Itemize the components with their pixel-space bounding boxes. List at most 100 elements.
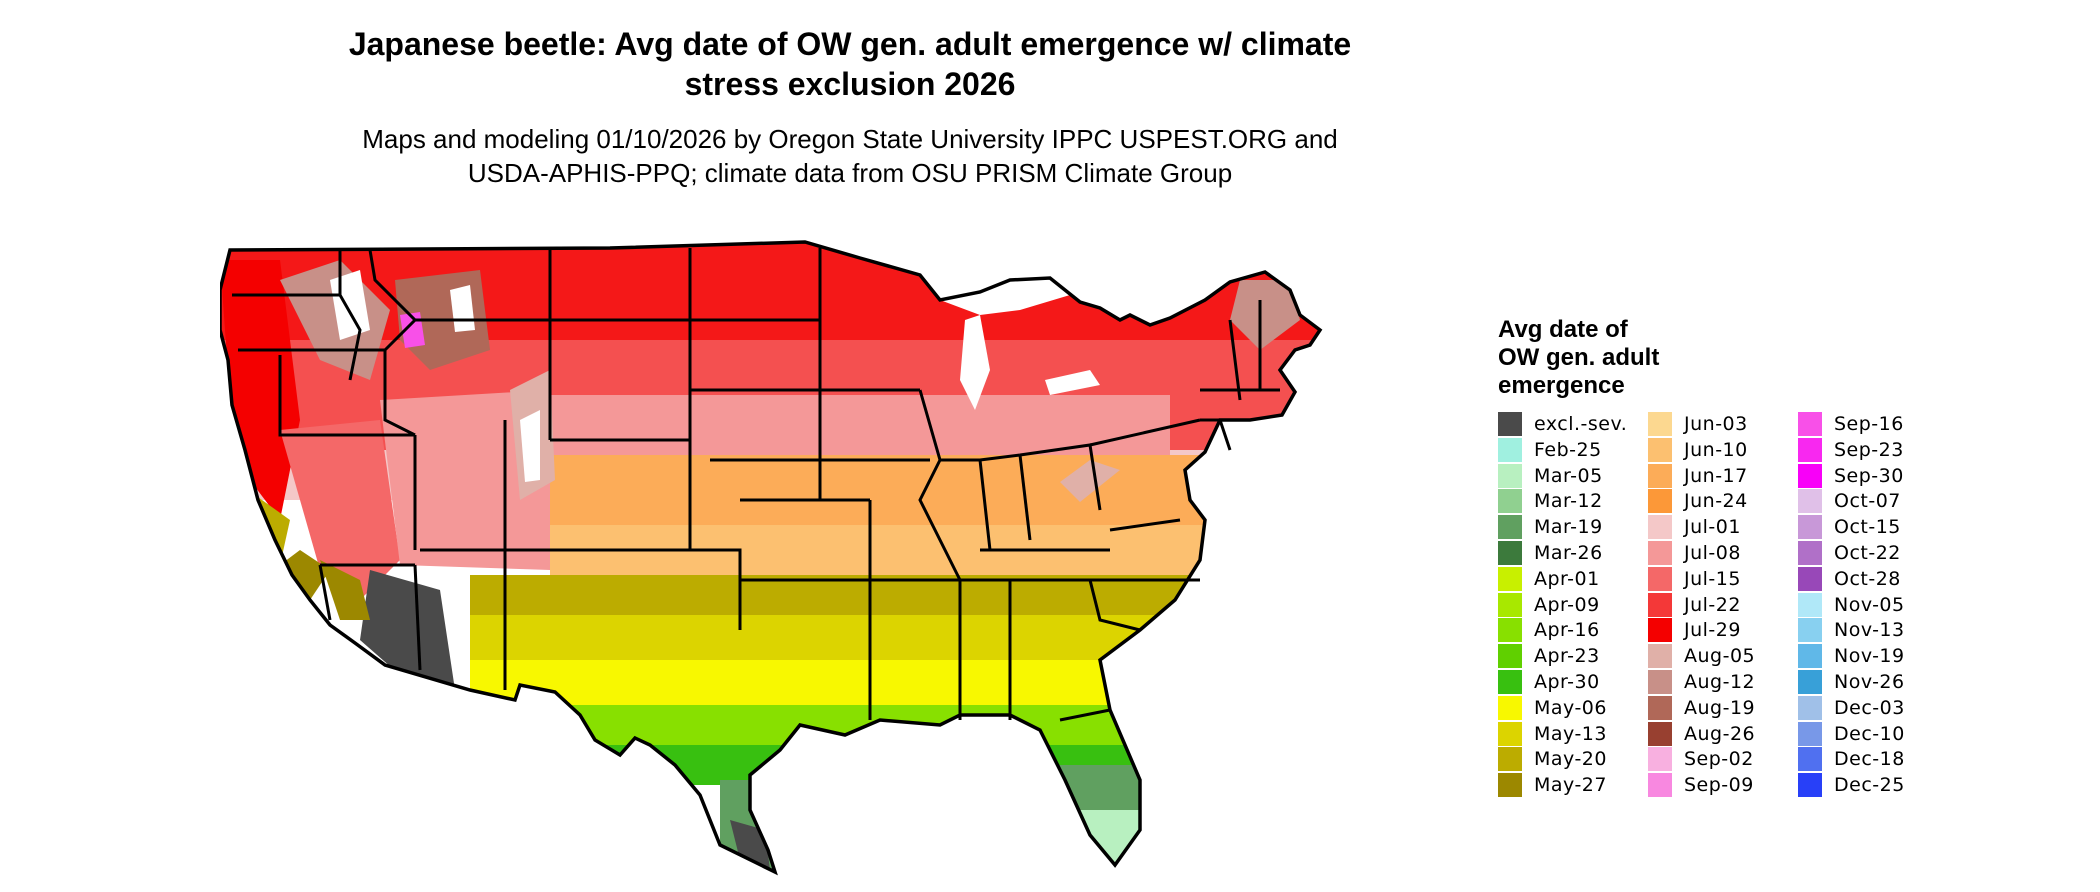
- legend-swatch: [1648, 541, 1672, 565]
- legend-item: Apr-16: [1498, 618, 1668, 644]
- legend-swatch: [1798, 412, 1822, 436]
- legend-item: Nov-26: [1798, 670, 1968, 696]
- legend-item: Dec-18: [1798, 747, 1968, 773]
- legend-label: Apr-01: [1534, 567, 1600, 590]
- legend-label: Oct-15: [1834, 516, 1901, 539]
- legend-label: Mar-12: [1534, 490, 1603, 513]
- legend-title-line-3: emergence: [1498, 372, 1625, 399]
- legend-swatch: [1798, 695, 1822, 720]
- legend-label: Sep-02: [1684, 748, 1754, 771]
- legend-swatch: [1648, 721, 1672, 746]
- legend-label: Nov-26: [1834, 671, 1905, 693]
- legend-label: excl.-sev.: [1534, 413, 1628, 435]
- legend-item: Feb-25: [1498, 437, 1668, 464]
- legend-item: Sep-16: [1798, 412, 1968, 438]
- legend-label: Oct-28: [1834, 567, 1901, 590]
- legend-swatch: [1798, 747, 1822, 772]
- legend-swatch: [1648, 489, 1672, 514]
- legend-swatch: [1648, 437, 1672, 462]
- legend-label: Apr-09: [1534, 593, 1600, 616]
- legend-swatch: [1648, 566, 1672, 591]
- legend-label: Jul-29: [1684, 619, 1741, 642]
- legend-label: Sep-16: [1834, 413, 1904, 435]
- map-subtitle: Maps and modeling 01/10/2026 by Oregon S…: [300, 122, 1400, 190]
- legend-item: Jul-22: [1648, 592, 1818, 619]
- legend-label: Apr-30: [1534, 671, 1600, 693]
- legend-item: May-06: [1498, 695, 1668, 722]
- legend-title-line-1: Avg date of: [1498, 316, 1628, 343]
- legend-label: Feb-25: [1534, 438, 1602, 461]
- legend-item: Apr-01: [1498, 566, 1668, 593]
- legend-swatch: [1798, 721, 1822, 746]
- legend-label: Sep-09: [1684, 774, 1754, 797]
- legend-swatch: [1648, 515, 1672, 540]
- legend-item: Mar-26: [1498, 541, 1668, 567]
- legend-item: Jul-15: [1648, 566, 1818, 593]
- legend-swatch: [1798, 515, 1822, 540]
- legend-item: Apr-23: [1498, 644, 1668, 670]
- legend-label: May-27: [1534, 774, 1607, 797]
- legend-label: Jul-01: [1684, 516, 1741, 539]
- legend-item: May-13: [1498, 721, 1668, 748]
- legend-swatch: [1648, 773, 1672, 798]
- legend-item: May-27: [1498, 773, 1668, 799]
- legend-item: Dec-10: [1798, 721, 1968, 748]
- legend-label: Dec-25: [1834, 774, 1905, 797]
- legend-label: Aug-26: [1684, 722, 1756, 745]
- legend-item: excl.-sev.: [1498, 412, 1668, 438]
- map-title-line-1: Japanese beetle: Avg date of OW gen. adu…: [348, 26, 1352, 62]
- legend-item: Apr-30: [1498, 670, 1668, 696]
- legend-label: Jun-03: [1684, 413, 1748, 435]
- legend-item: Aug-19: [1648, 695, 1818, 722]
- legend-label: Jun-10: [1684, 438, 1748, 461]
- legend-swatch: [1648, 695, 1672, 720]
- legend-swatch: [1798, 644, 1822, 669]
- legend: Avg date of OW gen. adult emergence excl…: [1498, 316, 2098, 816]
- legend-item: Jun-17: [1648, 463, 1818, 490]
- legend-item: Oct-15: [1798, 515, 1968, 541]
- legend-item: Jul-29: [1648, 618, 1818, 644]
- legend-item: Oct-07: [1798, 489, 1968, 515]
- map-subtitle-line-2: USDA-APHIS-PPQ; climate data from OSU PR…: [467, 158, 1233, 188]
- legend-label: May-06: [1534, 696, 1607, 719]
- legend-swatch: [1498, 541, 1522, 565]
- legend-title: Avg date of OW gen. adult emergence: [1498, 316, 1798, 400]
- legend-label: May-13: [1534, 722, 1607, 745]
- legend-swatch: [1648, 670, 1672, 694]
- legend-swatch: [1498, 412, 1522, 436]
- legend-swatch: [1498, 463, 1522, 488]
- legend-item: Dec-03: [1798, 695, 1968, 722]
- legend-item: Jun-03: [1648, 412, 1818, 438]
- legend-swatch: [1498, 644, 1522, 669]
- legend-title-line-2: OW gen. adult: [1498, 344, 1660, 371]
- legend-label: Aug-19: [1684, 696, 1756, 719]
- emergence-date-fill: [220, 242, 1320, 872]
- legend-swatch: [1498, 721, 1522, 746]
- legend-label: Jul-15: [1684, 567, 1741, 590]
- legend-item: Sep-30: [1798, 463, 1968, 490]
- legend-label: Jun-24: [1684, 490, 1748, 513]
- legend-label: Jul-22: [1684, 593, 1741, 616]
- legend-label: Nov-19: [1834, 645, 1905, 668]
- legend-swatch: [1798, 566, 1822, 591]
- legend-swatch: [1798, 618, 1822, 643]
- map-subtitle-line-1: Maps and modeling 01/10/2026 by Oregon S…: [362, 124, 1338, 154]
- legend-item: Nov-05: [1798, 592, 1968, 619]
- legend-item: Jun-24: [1648, 489, 1818, 515]
- legend-label: Jul-08: [1684, 542, 1741, 564]
- legend-item: Oct-28: [1798, 566, 1968, 593]
- legend-label: Oct-22: [1834, 542, 1901, 564]
- legend-label: Jun-17: [1684, 464, 1748, 487]
- legend-label: Nov-13: [1834, 619, 1905, 642]
- legend-label: Dec-03: [1834, 696, 1905, 719]
- legend-item: Aug-12: [1648, 670, 1818, 696]
- legend-item: Aug-26: [1648, 721, 1818, 748]
- legend-swatch: [1798, 670, 1822, 694]
- legend-swatch: [1498, 670, 1522, 694]
- legend-swatch: [1798, 541, 1822, 565]
- legend-label: Oct-07: [1834, 490, 1901, 513]
- legend-swatch: [1498, 773, 1522, 798]
- legend-item: Aug-05: [1648, 644, 1818, 670]
- legend-item: Sep-02: [1648, 747, 1818, 773]
- legend-item: Nov-13: [1798, 618, 1968, 644]
